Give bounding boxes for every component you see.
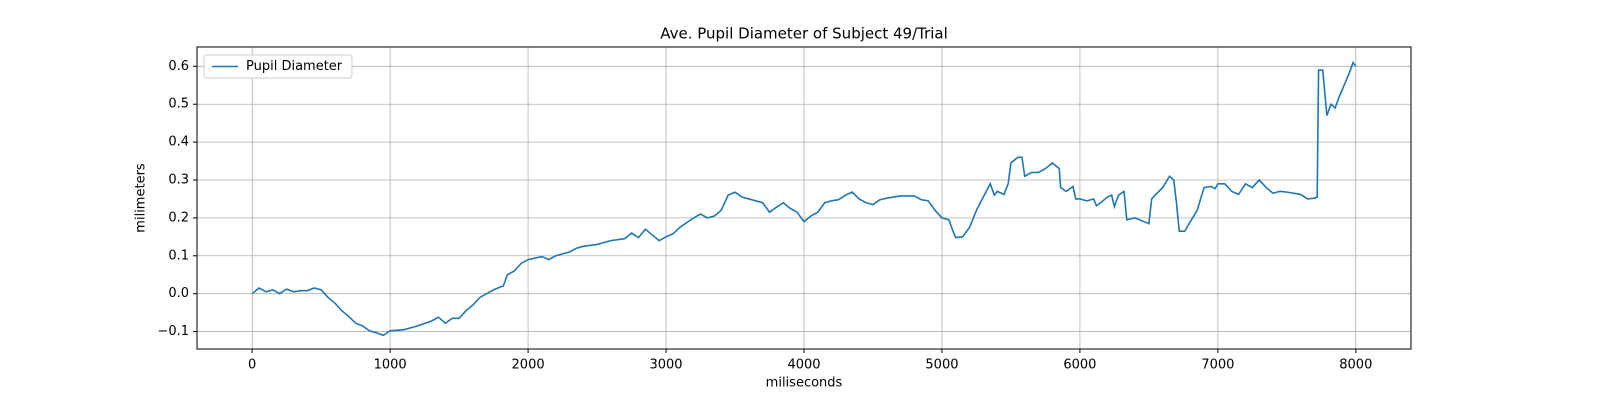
y-tick-label: 0.3 bbox=[168, 173, 189, 188]
chart-title: Ave. Pupil Diameter of Subject 49/Trial bbox=[660, 25, 948, 43]
x-axis-label: miliseconds bbox=[766, 376, 843, 391]
x-tick-label: 6000 bbox=[1063, 358, 1096, 373]
legend-box bbox=[203, 54, 353, 79]
legend-label: Pupil Diameter bbox=[246, 59, 343, 74]
x-tick-label: 1000 bbox=[374, 358, 407, 373]
y-tick-label: 0.6 bbox=[168, 59, 189, 74]
x-tick-label: 2000 bbox=[512, 358, 545, 373]
data-line bbox=[251, 60, 1357, 337]
x-tick-label: 4000 bbox=[787, 358, 820, 373]
x-tick-label: 5000 bbox=[925, 358, 958, 373]
x-tick-label: 7000 bbox=[1201, 358, 1234, 373]
x-tick-label: 3000 bbox=[649, 358, 682, 373]
y-tick-label: 0.5 bbox=[168, 97, 189, 112]
y-tick-label: 0.4 bbox=[168, 135, 189, 150]
y-tick-label: 0.0 bbox=[168, 286, 189, 301]
y-axis-label: milimeters bbox=[134, 163, 149, 233]
y-tick-label: −0.1 bbox=[157, 324, 189, 339]
y-tick-label: 0.2 bbox=[168, 210, 189, 225]
x-tick-label: 0 bbox=[248, 358, 256, 373]
plot-frame bbox=[196, 46, 1412, 350]
x-tick-label: 8000 bbox=[1339, 358, 1372, 373]
y-tick-label: 0.1 bbox=[168, 248, 189, 263]
